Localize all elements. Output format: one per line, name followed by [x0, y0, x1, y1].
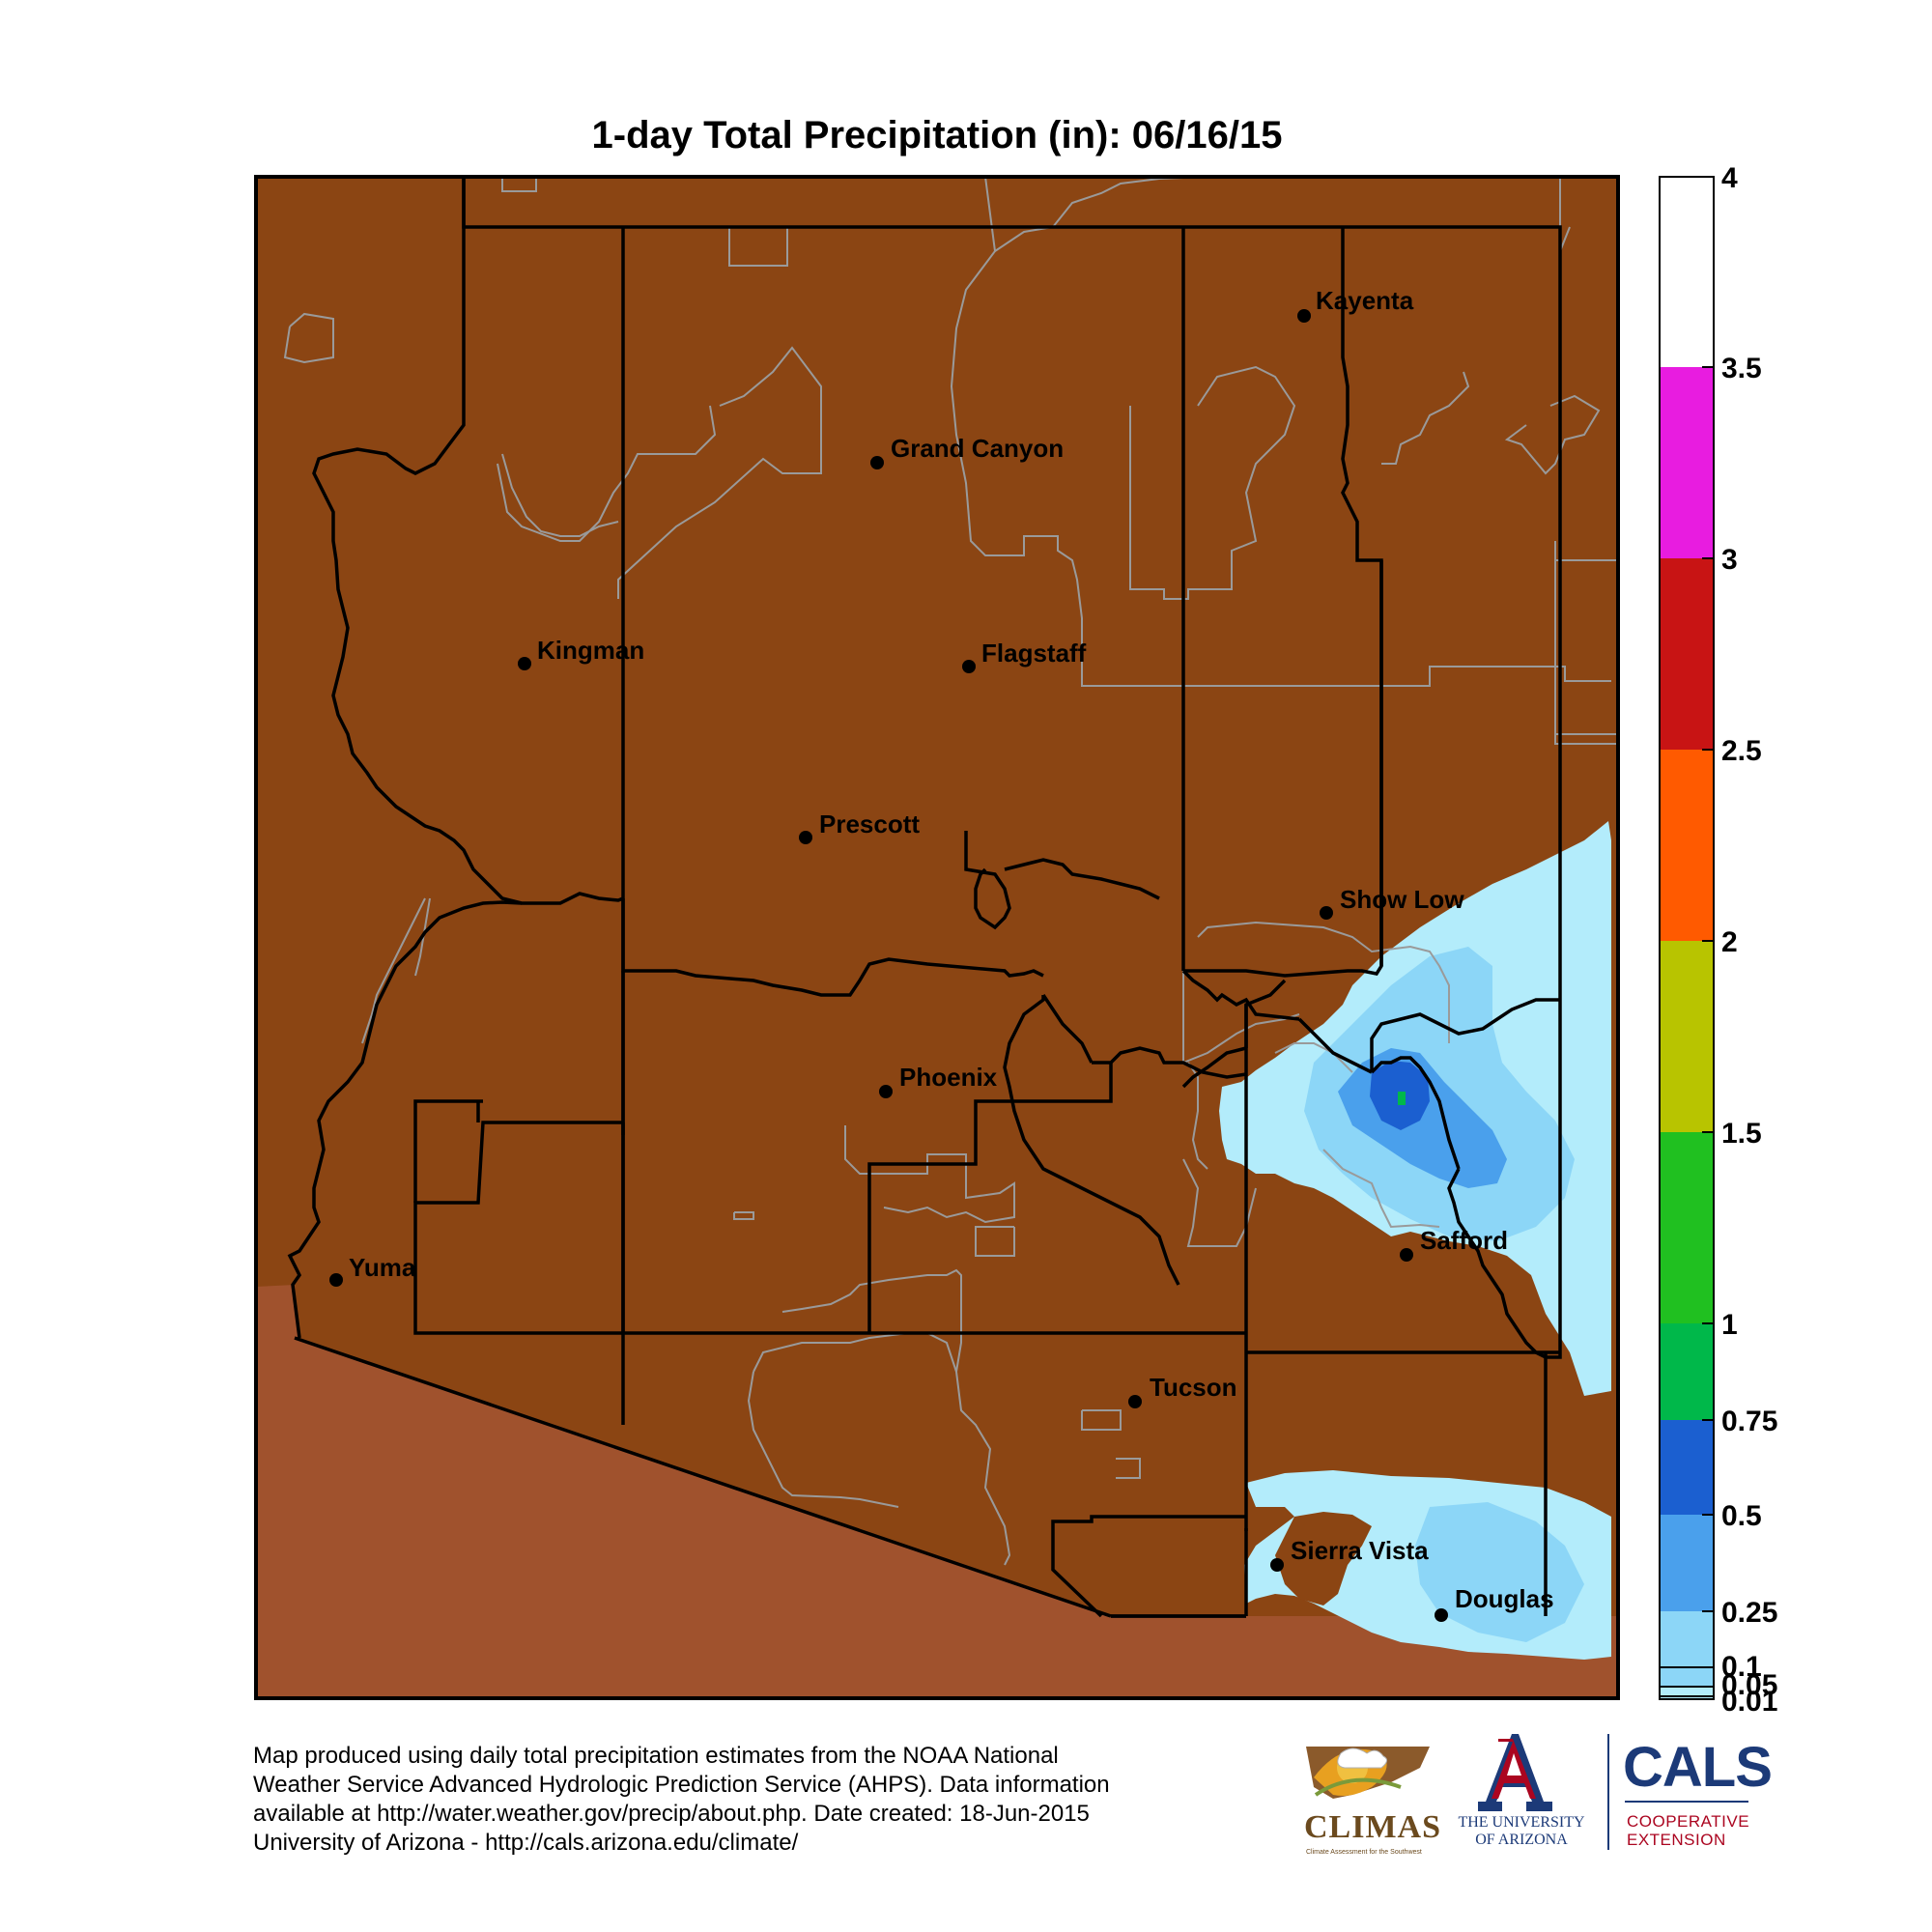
climas-tagline: Climate Assessment for the Southwest	[1306, 1849, 1422, 1856]
legend-swatch-0_01-0_05	[1660, 1687, 1714, 1699]
cals-wordmark: CALS	[1623, 1736, 1773, 1799]
legend-swatch-3_5-4	[1660, 177, 1714, 367]
legend-label: 1.5	[1721, 1118, 1762, 1150]
city-marker	[1400, 1248, 1413, 1262]
legend-swatch-1-1_5	[1660, 1132, 1714, 1323]
city-label: Flagstaff	[981, 639, 1087, 668]
city-label: Yuma	[349, 1253, 416, 1282]
city-label: Prescott	[819, 810, 920, 838]
county-boundaries	[287, 177, 1562, 1618]
legend-swatch-0_1-0_25	[1660, 1611, 1714, 1667]
footer-line-2: Weather Service Advanced Hydrologic Pred…	[253, 1772, 1110, 1798]
precip-area-sw-brown-hole	[1275, 1512, 1372, 1605]
city-label: Grand Canyon	[891, 434, 1064, 463]
city-label: Sierra Vista	[1291, 1536, 1429, 1565]
city-show-low: Show Low	[1320, 885, 1464, 920]
legend-swatch-0_05-0_1	[1660, 1667, 1714, 1687]
ua-letter: A	[0, 0, 1, 1]
legend-label: 0.75	[1721, 1406, 1777, 1437]
footer-line-1: Map produced using daily total precipita…	[253, 1743, 1059, 1769]
city-label: Kingman	[537, 636, 644, 665]
city-marker	[1270, 1558, 1284, 1572]
cals-subtitle-2: EXTENSION	[1627, 1831, 1726, 1849]
climas-logo	[1306, 1747, 1430, 1799]
legend-swatch-0_75-1	[1660, 1323, 1714, 1420]
city-prescott: Prescott	[799, 810, 920, 844]
ua-name-line-2: OF ARIZONA	[1475, 1832, 1568, 1848]
ua-name-line-1: THE UNIVERSITY	[1458, 1814, 1585, 1831]
city-marker	[879, 1085, 893, 1098]
city-label: Douglas	[1455, 1584, 1554, 1613]
legend-swatch-0_25-0_5	[1660, 1515, 1714, 1611]
city-label: Tucson	[1150, 1373, 1237, 1402]
city-marker	[329, 1273, 343, 1287]
city-label: Safford	[1420, 1226, 1508, 1255]
city-flagstaff: Flagstaff	[962, 639, 1087, 673]
city-marker	[962, 660, 976, 673]
legend-outline	[1659, 176, 1715, 1700]
city-phoenix: Phoenix	[879, 1063, 998, 1098]
city-kayenta: Kayenta	[1297, 286, 1414, 323]
legend-swatch-2-2_5	[1660, 750, 1714, 941]
city-marker	[799, 831, 812, 844]
map-title: 1-day Total Precipitation (in): 06/16/15	[591, 114, 1283, 156]
legend-swatch-1_5-2	[1660, 941, 1714, 1132]
city-tucson: Tucson	[1128, 1373, 1237, 1408]
precip-area-green	[1398, 1092, 1406, 1105]
city-marker	[1128, 1395, 1142, 1408]
city-marker	[1297, 309, 1311, 323]
city-label: Phoenix	[899, 1063, 998, 1092]
legend-colorbar: 4 3.5 3 2.5 2 1.5 1 0.75 0.5 0.25 0.1 0.…	[1659, 162, 1777, 1718]
city-douglas: Douglas	[1435, 1584, 1554, 1622]
legend-swatch-2_5-3	[1660, 558, 1714, 750]
precip-area-light-blue-2	[1415, 1502, 1584, 1642]
precip-areas	[1219, 821, 1611, 1660]
outside-state-region	[256, 1285, 1618, 1698]
legend-label: 2.5	[1721, 735, 1762, 767]
footer-line-4: University of Arizona - http://cals.ariz…	[253, 1830, 799, 1856]
city-markers: Kayenta Grand Canyon Kingman Flagstaff P…	[329, 286, 1554, 1622]
legend-label: 1	[1721, 1309, 1738, 1341]
city-sierra-vista: Sierra Vista	[1270, 1536, 1429, 1572]
city-marker	[518, 657, 531, 670]
legend-label: 3	[1721, 544, 1738, 576]
legend-label: 2	[1721, 926, 1738, 958]
legend-label: 4	[1721, 162, 1738, 194]
city-marker	[870, 456, 884, 469]
ua-logo: A	[0, 0, 1552, 1811]
climas-wordmark: CLIMAS	[1304, 1809, 1442, 1845]
legend-label: 0.25	[1721, 1597, 1777, 1629]
city-safford: Safford	[1400, 1226, 1508, 1262]
city-marker	[1320, 906, 1333, 920]
city-label: Show Low	[1340, 885, 1464, 914]
city-grand-canyon: Grand Canyon	[870, 434, 1064, 469]
map-frame	[254, 175, 1620, 1700]
city-marker	[1435, 1608, 1448, 1622]
city-yuma: Yuma	[329, 1253, 416, 1287]
legend-ticks	[1660, 176, 1714, 1697]
legend-label: 0.05	[1721, 1669, 1777, 1701]
legend-label: 0.5	[1721, 1500, 1762, 1532]
legend-label: 3.5	[1721, 353, 1762, 384]
footer-credits: Map produced using daily total precipita…	[253, 1742, 1267, 1858]
city-kingman: Kingman	[518, 636, 644, 670]
legend-swatch-0_5-0_75	[1660, 1420, 1714, 1515]
city-label: Kayenta	[1316, 286, 1414, 315]
legend-label: 0.01	[1721, 1686, 1777, 1718]
cals-subtitle-1: COOPERATIVE	[1627, 1812, 1750, 1831]
legend-swatch-3-3_5	[1660, 367, 1714, 558]
footer-line-3: available at http://water.weather.gov/pr…	[253, 1801, 1090, 1827]
legend-label: 0.1	[1721, 1651, 1762, 1683]
